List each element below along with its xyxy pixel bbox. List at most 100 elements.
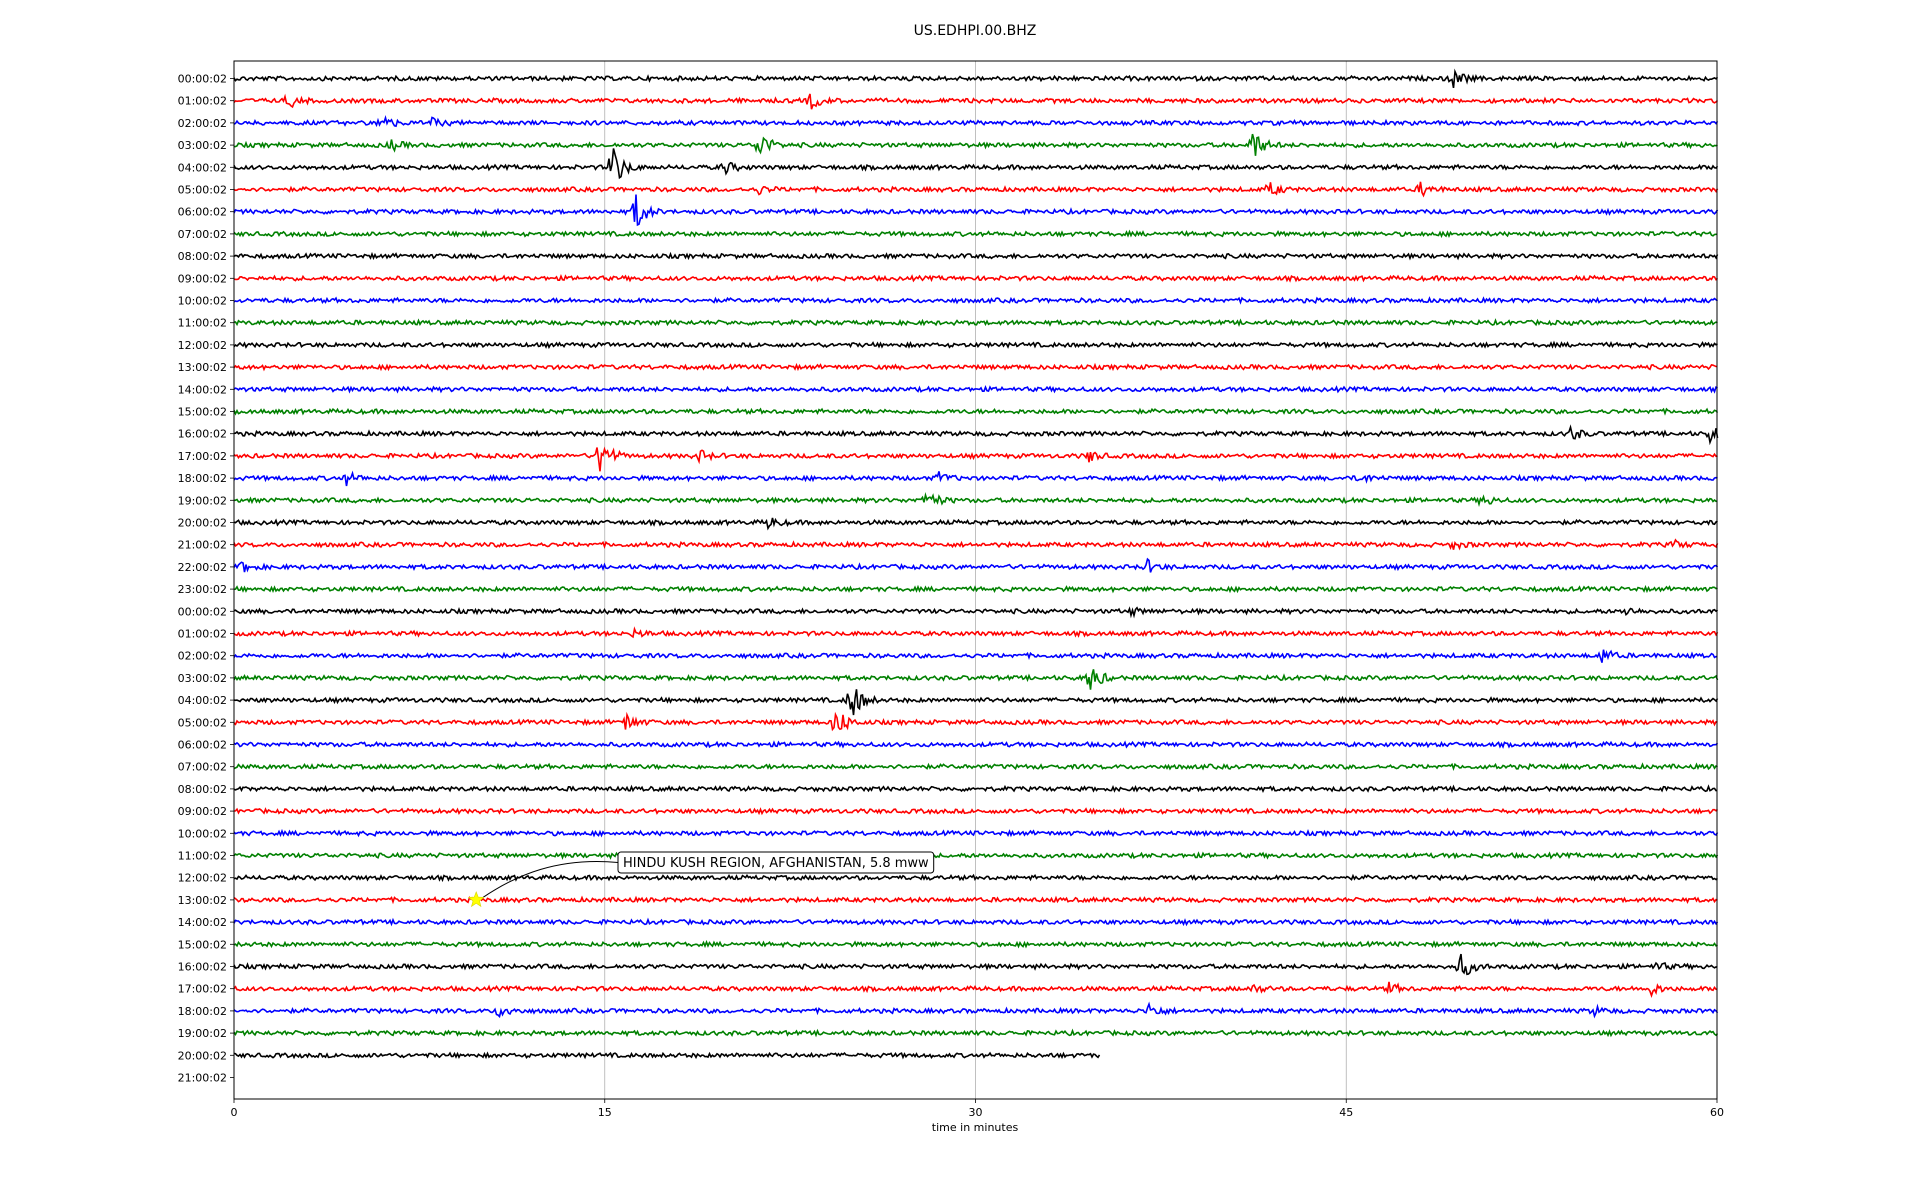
y-tick-label: 13:00:02	[178, 894, 227, 907]
trace-row-29	[233, 711, 1718, 732]
trace-row-43	[233, 1028, 1719, 1038]
trace-row-39	[233, 939, 1718, 949]
y-tick-label: 09:00:02	[178, 805, 227, 818]
y-tick-label: 07:00:02	[178, 228, 227, 241]
trace-row-12	[233, 340, 1718, 350]
trace-row-10	[233, 296, 1718, 305]
trace-row-13	[233, 362, 1718, 372]
y-tick-label: 11:00:02	[178, 317, 227, 330]
y-tick-label: 00:00:02	[178, 73, 227, 86]
trace-row-28	[233, 689, 1719, 716]
y-tick-label: 08:00:02	[178, 783, 227, 796]
y-tick-label: 14:00:02	[178, 916, 227, 929]
y-tick-label: 05:00:02	[178, 716, 227, 729]
trace-row-22	[233, 557, 1719, 573]
trace-row-11	[233, 318, 1718, 327]
trace-row-35	[233, 851, 1719, 860]
trace-row-3	[234, 133, 1718, 156]
trace-row-8	[233, 251, 1719, 261]
y-tick-label: 12:00:02	[178, 339, 227, 352]
x-tick-label: 15	[598, 1106, 612, 1119]
y-tick-label: 13:00:02	[178, 361, 227, 374]
y-tick-label: 21:00:02	[178, 1072, 227, 1085]
trace-row-1	[233, 93, 1719, 110]
trace-row-24	[233, 606, 1719, 619]
x-tick-labels: 0 15 30 45 60	[231, 1099, 1724, 1119]
trace-row-25	[233, 626, 1719, 639]
trace-row-27	[233, 669, 1719, 690]
trace-row-38	[233, 917, 1719, 927]
trace-row-4	[233, 148, 1719, 180]
y-tick-label: 03:00:02	[178, 139, 227, 152]
trace-row-31	[233, 762, 1718, 772]
trace-row-30	[233, 740, 1719, 749]
y-tick-label: 15:00:02	[178, 938, 227, 951]
trace-row-6	[233, 194, 1719, 227]
y-tick-label: 23:00:02	[178, 583, 227, 596]
y-tick-label: 04:00:02	[178, 161, 227, 174]
trace-row-21	[233, 538, 1719, 551]
y-tick-label: 06:00:02	[178, 739, 227, 752]
y-tick-label: 00:00:02	[178, 605, 227, 618]
y-tick-label: 11:00:02	[178, 850, 227, 863]
y-tick-label: 08:00:02	[178, 250, 227, 263]
y-tick-label: 04:00:02	[178, 694, 227, 707]
trace-row-16	[233, 424, 1719, 446]
y-tick-label: 19:00:02	[178, 1027, 227, 1040]
annotation-box	[617, 851, 935, 874]
x-axis-label: time in minutes	[932, 1121, 1019, 1134]
y-tick-label: 12:00:02	[178, 872, 227, 885]
trace-row-41	[233, 981, 1718, 998]
x-tick-label: 0	[231, 1106, 238, 1119]
trace-row-14	[233, 385, 1718, 394]
y-tick-label: 22:00:02	[178, 561, 227, 574]
y-tick-label: 03:00:02	[178, 672, 227, 685]
y-tick-label: 10:00:02	[178, 827, 227, 840]
x-tick-label: 45	[1339, 1106, 1353, 1119]
trace-row-36	[233, 873, 1718, 883]
event-star-marker	[467, 891, 485, 908]
y-tick-labels: 00:00:02 01:00:02 02:00:02 03:00:02 04:00:02…	[178, 73, 234, 1085]
annotation-connector	[481, 861, 619, 899]
y-tick-label: 09:00:02	[178, 272, 227, 285]
trace-row-44	[233, 1051, 1101, 1060]
chart-title: US.EDHPI.00.BHZ	[914, 23, 1037, 39]
y-tick-label: 06:00:02	[178, 206, 227, 219]
trace-row-32	[233, 784, 1718, 794]
y-tick-label: 17:00:02	[178, 450, 227, 463]
y-tick-label: 18:00:02	[178, 1005, 227, 1018]
trace-row-26	[233, 649, 1718, 663]
y-tick-label: 21:00:02	[178, 539, 227, 552]
trace-row-18	[233, 470, 1718, 487]
y-tick-label: 05:00:02	[178, 184, 227, 197]
event-annotation: HINDU KUSH REGION, AFGHANISTAN, 5.8 mww	[467, 851, 935, 908]
y-tick-label: 18:00:02	[178, 472, 227, 485]
y-tick-label: 19:00:02	[178, 494, 227, 507]
x-tick-label: 30	[969, 1106, 983, 1119]
trace-row-20	[233, 517, 1718, 531]
y-tick-label: 01:00:02	[178, 95, 227, 108]
trace-row-0	[233, 68, 1719, 89]
y-tick-label: 17:00:02	[178, 983, 227, 996]
trace-row-42	[233, 1001, 1719, 1019]
trace-row-2	[233, 114, 1719, 128]
y-tick-label: 16:00:02	[178, 961, 227, 974]
trace-row-17	[233, 446, 1718, 472]
trace-row-9	[233, 274, 1719, 283]
trace-row-34	[233, 828, 1719, 838]
trace-row-40	[233, 953, 1718, 976]
trace-row-33	[233, 807, 1719, 816]
trace-row-7	[233, 229, 1718, 239]
y-tick-label: 16:00:02	[178, 428, 227, 441]
y-tick-label: 02:00:02	[178, 650, 227, 663]
y-tick-label: 14:00:02	[178, 383, 227, 396]
y-tick-label: 10:00:02	[178, 295, 227, 308]
trace-row-15	[233, 407, 1719, 416]
y-tick-label: 20:00:02	[178, 1049, 227, 1062]
x-tick-label: 60	[1710, 1106, 1724, 1119]
traces-layer	[233, 68, 1719, 1060]
y-tick-label: 07:00:02	[178, 761, 227, 774]
trace-row-19	[233, 491, 1718, 508]
y-tick-label: 15:00:02	[178, 406, 227, 419]
